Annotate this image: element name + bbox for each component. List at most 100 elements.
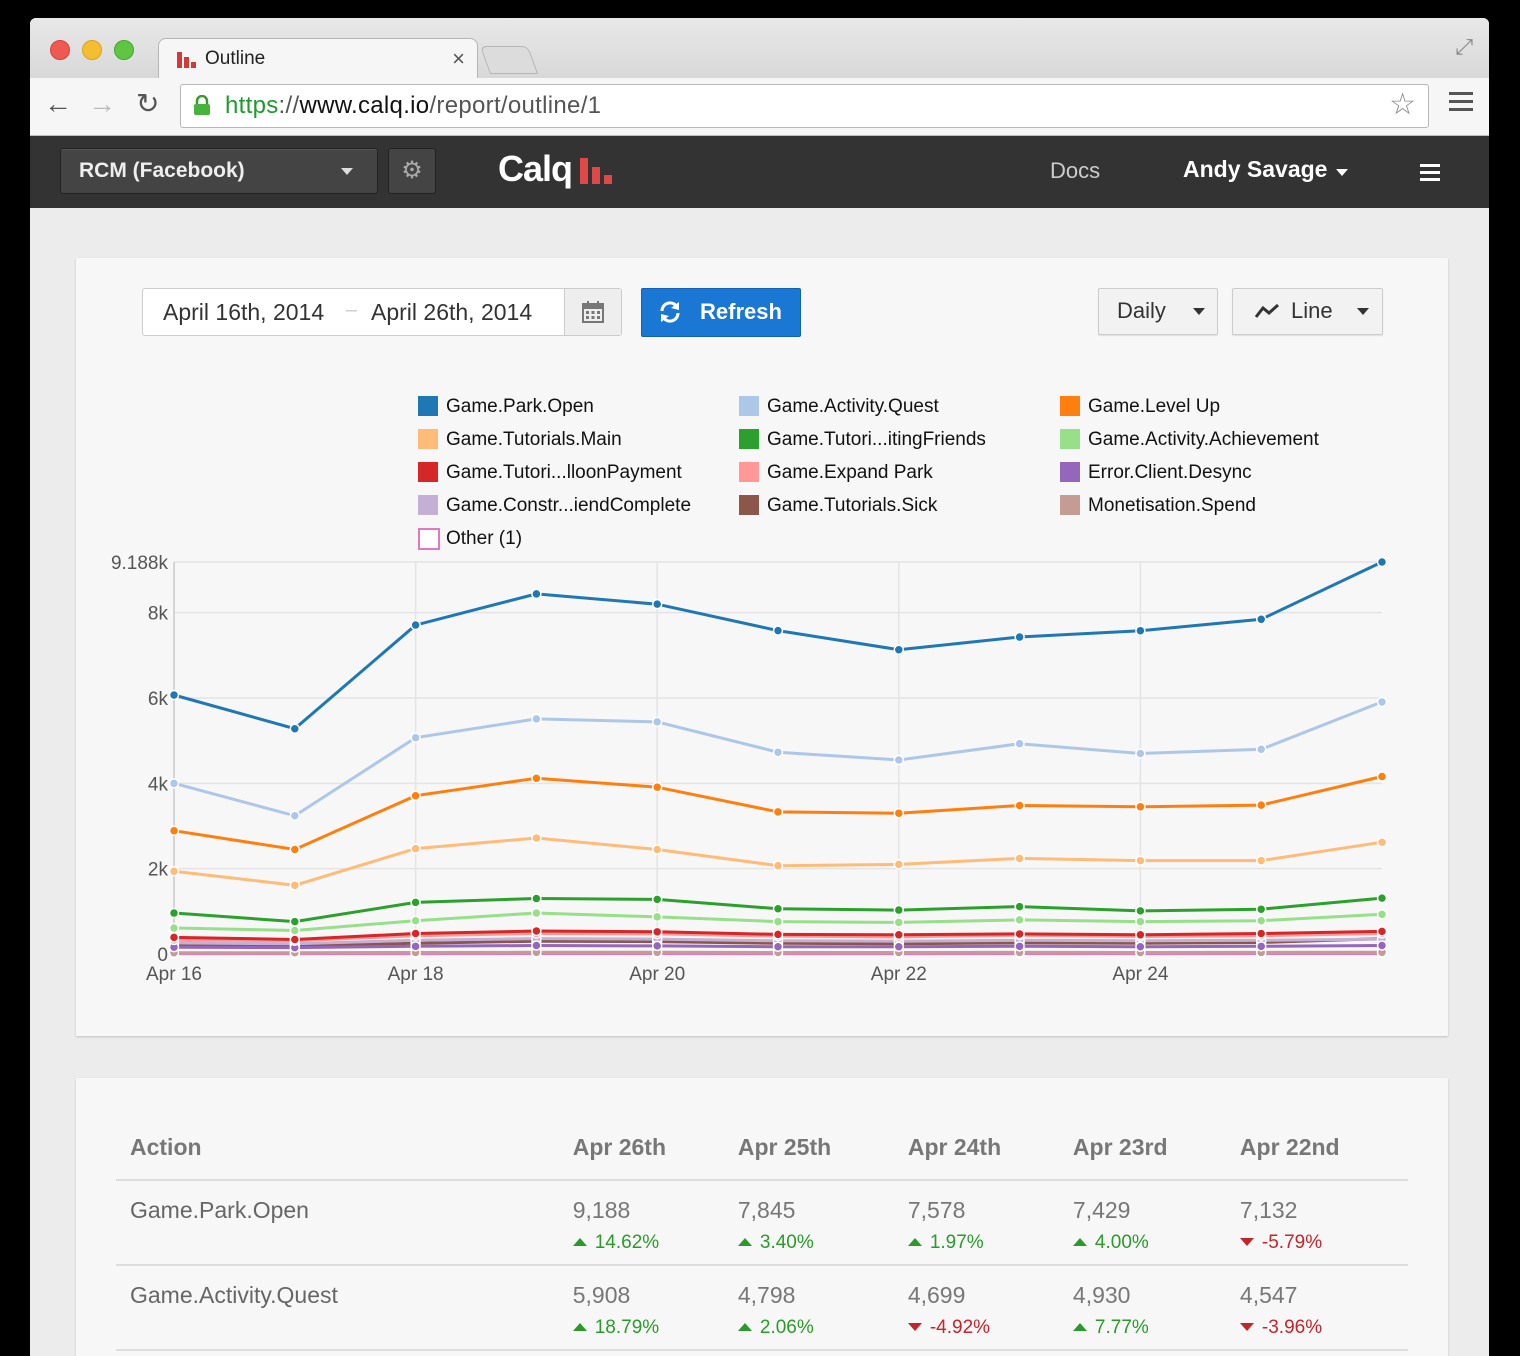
chart-card: April 16th, 2014 – April 26th, 2014	[76, 258, 1448, 1036]
forward-arrow-icon[interactable]: →	[88, 88, 116, 119]
value-cell: 7,132 -5.79%	[1239, 1180, 1408, 1266]
data-point	[772, 806, 784, 818]
project-select[interactable]: RCM (Facebook)	[60, 148, 378, 194]
value-cell: 9,188 14.62%	[572, 1180, 738, 1266]
data-point	[168, 907, 180, 919]
app-header: RCM (Facebook) ⚙ Calq Docs Andy Savage	[30, 136, 1489, 208]
data-point	[651, 940, 663, 952]
data-point	[531, 925, 542, 937]
chart-type-dropdown[interactable]: Line	[1232, 288, 1383, 335]
column-header[interactable]: Apr 26th	[572, 1128, 738, 1181]
close-window-button[interactable]	[50, 40, 70, 60]
back-arrow-icon[interactable]: ←	[44, 88, 72, 119]
legend-label: Game.Tutori...itingFriends	[767, 429, 986, 450]
triangle-up-icon	[737, 1323, 752, 1331]
refresh-button[interactable]: Refresh	[641, 288, 801, 337]
user-menu[interactable]: Andy Savage	[1183, 156, 1327, 183]
calendar-button[interactable]	[564, 289, 621, 335]
value-cell: 4,798 2.06%	[737, 1265, 908, 1351]
data-point	[651, 781, 663, 793]
data-point	[772, 860, 784, 871]
docs-link[interactable]: Docs	[1050, 158, 1101, 183]
close-tab-icon[interactable]: ×	[452, 46, 465, 71]
triangle-down-icon	[1239, 1238, 1254, 1246]
data-point	[289, 810, 301, 822]
data-point	[410, 941, 421, 952]
table-row[interactable]: Game.Park.Open 9,188 14.62% 7,845 3.40% 7,578…	[116, 1180, 1408, 1266]
minimize-window-button[interactable]	[82, 40, 102, 60]
triangle-up-icon	[572, 1323, 587, 1331]
fullscreen-icon[interactable]: ⤢	[1455, 34, 1473, 59]
table-row[interactable]: Game.Activity.Quest 5,908 18.79% 4,798 2.06%…	[116, 1265, 1408, 1351]
data-point	[410, 915, 421, 926]
legend-swatch	[739, 429, 759, 449]
data-point	[1014, 800, 1025, 811]
data-point	[289, 916, 301, 927]
column-header[interactable]: Apr 24th	[907, 1128, 1073, 1181]
user-name: Andy Savage	[1183, 156, 1328, 182]
change-percent: -3.96%	[1239, 1317, 1408, 1339]
zoom-window-button[interactable]	[114, 40, 134, 60]
data-point	[410, 928, 421, 939]
data-point	[531, 832, 542, 844]
new-tab-button[interactable]	[479, 46, 539, 74]
app-menu-icon[interactable]	[1420, 164, 1440, 185]
change-percent: 7.77%	[1072, 1317, 1240, 1339]
browser-tab[interactable]: Outline ×	[158, 38, 478, 79]
line-chart-icon	[1255, 303, 1279, 318]
data-point	[1376, 926, 1388, 937]
column-header[interactable]: Apr 23rd	[1072, 1128, 1240, 1181]
interval-dropdown[interactable]: Daily	[1098, 288, 1218, 335]
table-header-row: Action Apr 26th Apr 25th Apr 24th Apr 23rd Ap…	[116, 1128, 1408, 1181]
metric-value: 5,908	[572, 1282, 631, 1308]
y-tick-label: 9.188k	[111, 553, 169, 574]
browser-menu-icon[interactable]	[1449, 92, 1473, 116]
legend-swatch	[418, 396, 438, 416]
refresh-label: Refresh	[700, 299, 782, 324]
data-point	[289, 844, 301, 855]
data-point	[772, 941, 784, 952]
change-percent-text: 3.40%	[759, 1232, 814, 1253]
metric-value: 4,930	[1072, 1282, 1131, 1308]
data-point	[1255, 744, 1267, 755]
column-header[interactable]: Action	[116, 1128, 573, 1181]
reload-icon[interactable]: ↻	[136, 88, 160, 119]
legend-swatch	[739, 495, 759, 515]
report-table: Action Apr 26th Apr 25th Apr 24th Apr 23rd Ap…	[116, 1128, 1408, 1351]
value-cell: 4,547 -3.96%	[1239, 1265, 1408, 1351]
data-point	[1014, 631, 1025, 643]
data-point	[531, 907, 542, 919]
date-end: April 26th, 2014	[371, 299, 533, 325]
data-point	[1135, 625, 1146, 636]
data-point	[651, 598, 663, 610]
data-point	[1014, 853, 1025, 864]
data-point	[1255, 915, 1267, 926]
data-point	[772, 916, 784, 927]
browser-toolbar: ← → ↻ https://www.calq.io/report/outline…	[30, 78, 1489, 136]
data-point	[289, 880, 301, 891]
data-point	[1135, 855, 1146, 866]
chart-type-chevron-down-icon	[1357, 308, 1369, 315]
settings-gear-button[interactable]: ⚙	[388, 148, 436, 194]
data-point	[651, 926, 663, 938]
legend-label: Game.Tutori...lloonPayment	[446, 462, 682, 483]
bookmark-star-icon[interactable]: ☆	[1389, 88, 1416, 121]
x-tick-label: Apr 18	[388, 964, 444, 985]
data-point	[893, 754, 905, 766]
change-percent: 14.62%	[572, 1232, 738, 1254]
column-header[interactable]: Apr 22nd	[1239, 1128, 1408, 1181]
data-point	[1014, 941, 1025, 952]
legend-label: Game.Tutorials.Sick	[767, 495, 938, 516]
column-header[interactable]: Apr 25th	[737, 1128, 908, 1181]
value-cell: 4,699 -4.92%	[907, 1265, 1073, 1351]
triangle-up-icon	[907, 1238, 922, 1246]
data-point	[893, 644, 905, 655]
date-range-picker[interactable]: April 16th, 2014 – April 26th, 2014	[142, 288, 622, 336]
address-bar[interactable]: https://www.calq.io/report/outline/1 ☆	[180, 84, 1429, 128]
change-percent-text: 18.79%	[594, 1317, 660, 1338]
interval-chevron-down-icon	[1193, 308, 1205, 315]
data-point	[1014, 928, 1025, 940]
metric-value: 7,845	[737, 1197, 796, 1223]
triangle-down-icon	[1239, 1323, 1254, 1331]
legend-swatch	[418, 495, 438, 515]
